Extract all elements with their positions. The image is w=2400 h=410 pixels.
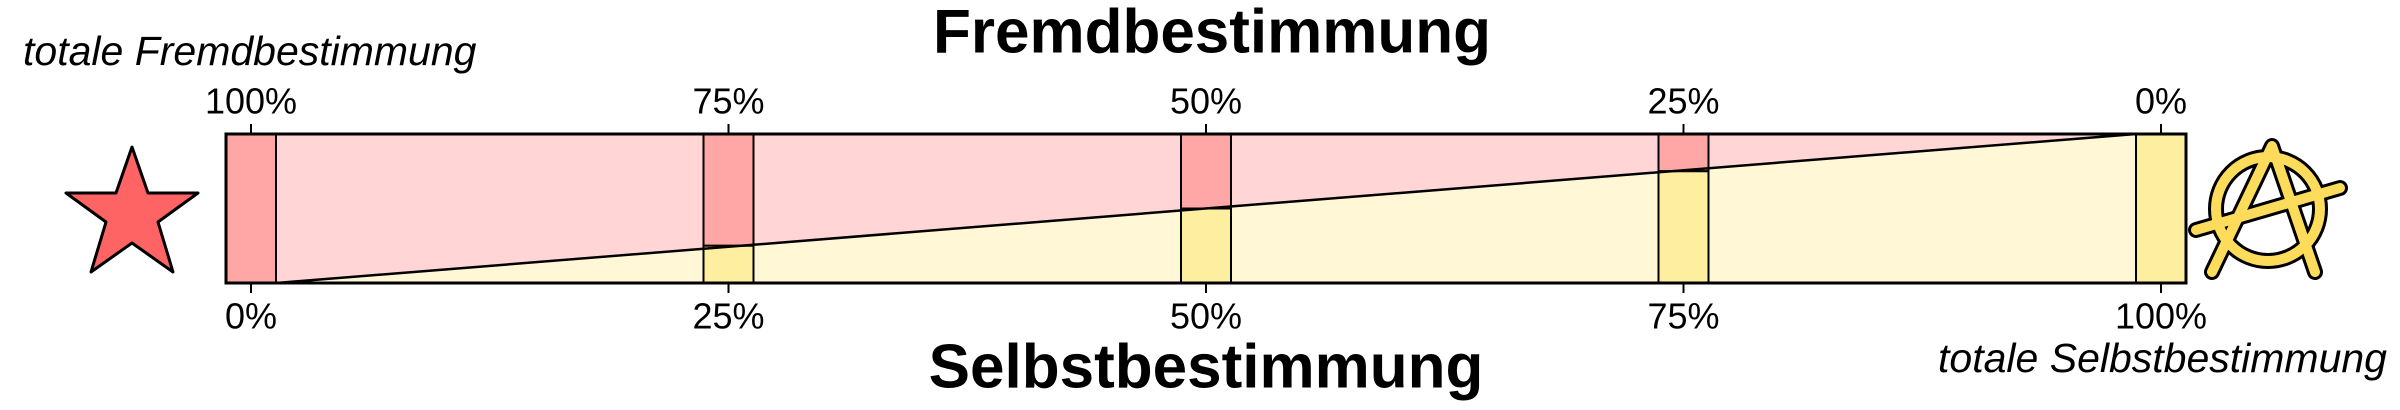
bottom-tick-label: 25% xyxy=(692,296,764,337)
other-block xyxy=(702,133,755,247)
left-label: totale Fremdbestimmung xyxy=(23,28,477,74)
top-tick-label: 50% xyxy=(1170,81,1242,122)
top-tick-label: 100% xyxy=(205,81,297,122)
top-tick-label: 75% xyxy=(692,81,764,122)
star-icon xyxy=(64,145,200,274)
scale-bar: 100% 0% 75% 25% 50% 50% 25% 75% 0% 100% xyxy=(205,81,2207,337)
bar-frame xyxy=(224,132,2188,285)
anarchy-icon xyxy=(2188,138,2348,280)
title-bottom: Selbstbestimmung xyxy=(929,332,1484,401)
title-top: Fremdbestimmung xyxy=(933,0,1491,66)
right-label: totale Selbstbestimmung xyxy=(1938,335,2387,381)
top-tick-label: 25% xyxy=(1647,81,1719,122)
other-block xyxy=(1180,133,1232,210)
top-tick-label: 0% xyxy=(2135,81,2187,122)
self-block xyxy=(1180,207,1232,284)
bottom-tick-label: 0% xyxy=(225,296,277,337)
other-block xyxy=(1657,133,1710,173)
self-block xyxy=(2135,133,2187,284)
bottom-tick-label: 100% xyxy=(2115,296,2207,337)
bottom-tick-label: 75% xyxy=(1647,296,1719,337)
self-block xyxy=(1657,170,1710,284)
bottom-tick-label: 50% xyxy=(1170,296,1242,337)
other-block xyxy=(225,133,277,284)
self-block xyxy=(702,244,755,284)
diagonal xyxy=(275,132,2137,285)
